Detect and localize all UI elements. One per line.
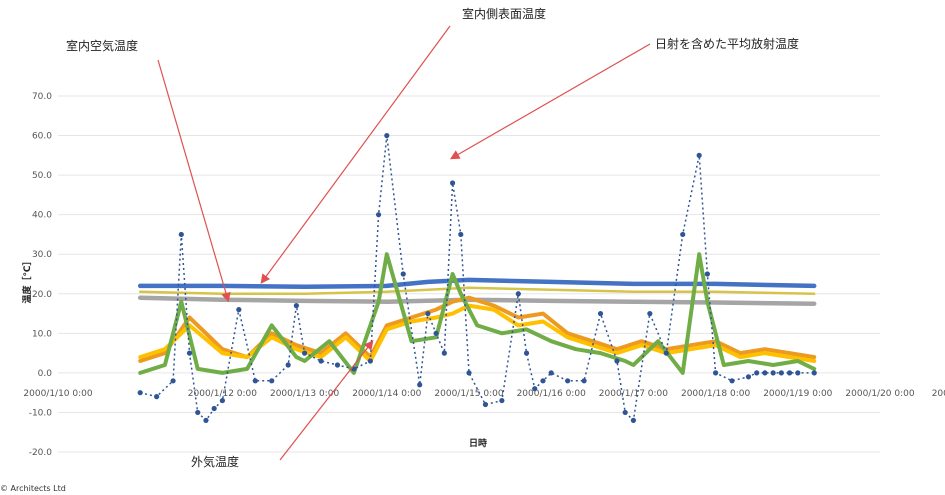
data-point [375,212,382,218]
y-tick-label: 0.0 [38,369,53,379]
annotation-label: 室内空気温度 [66,38,138,53]
y-tick-label: -10.0 [29,408,53,418]
annotation-label: 日射を含めた平均放射温度 [655,36,799,51]
x-tick-label: 2000/1/16 0:00 [517,389,586,399]
x-tick-label: 2000/1/19 0:00 [763,389,832,399]
data-point [597,310,604,317]
y-axis-title: 温度［℃］ [21,257,33,304]
x-tick-label: 2000/1/20 0:00 [845,389,914,399]
data-point [515,291,521,297]
annotation-label: 室内側表面温度 [462,6,546,21]
y-tick-label: 10.0 [32,329,52,339]
annotation-arrow [449,43,651,160]
y-tick-labels: 70.0 60.0 50.0 40.0 30.0 20.0 10.0 0.0 -10.0 -20.… [29,92,53,458]
data-point [252,378,258,384]
data-point [778,370,784,376]
data-point [786,370,793,376]
data-point [170,378,176,384]
x-tick-label: 2000/1/10 0:00 [23,389,92,399]
data-point [219,397,225,404]
annotation-label: 外気温度 [191,454,239,469]
x-tick-label: 2000/1/17 0:00 [599,389,668,399]
data-point [482,401,489,408]
series [137,132,817,423]
data-point [581,378,587,384]
data-point [729,378,735,384]
data-point [647,310,653,317]
series-line [138,252,817,375]
x-axis-title: 日時 [469,437,487,449]
y-tick-label: 70.0 [32,92,52,102]
data-point [614,358,620,364]
data-point [540,378,546,384]
annotation-arrow [279,340,374,461]
x-tick-label: 2000/1/14 0:00 [352,389,421,399]
data-point [523,350,530,356]
data-point [449,180,456,186]
y-tick-label: 20.0 [32,290,52,300]
credit-text: © Architects Ltd [0,484,66,493]
x-tick-labels: 2000/1/10 0:00 2000/1/12 0:00 2000/1/13 0:… [23,389,945,399]
y-tick-label: 60.0 [32,132,52,142]
data-point [811,370,817,376]
x-tick-label: 2000/1/23 0:00 [932,389,945,399]
y-tick-label: 50.0 [32,171,52,181]
data-point [622,409,628,416]
data-point [293,303,299,309]
annotation-arrow [157,59,231,303]
data-point [762,370,768,376]
data-point [318,358,324,364]
data-point [696,152,702,158]
x-tick-label: 2000/1/12 0:00 [188,389,257,399]
x-tick-label: 2000/1/15 0:00 [434,389,503,399]
x-tick-label: 2000/1/13 0:00 [270,389,339,399]
y-tick-label: 30.0 [32,250,52,260]
data-point [285,362,291,368]
data-point [269,378,275,384]
annotation-arrow [260,25,451,284]
data-point [417,382,423,388]
data-point [137,390,143,396]
series-line [138,286,816,296]
series-line [137,277,817,289]
y-tick-label: 40.0 [32,211,52,221]
y-tick-label: -20.0 [29,448,53,458]
x-tick-label: 2000/1/18 0:00 [681,389,750,399]
